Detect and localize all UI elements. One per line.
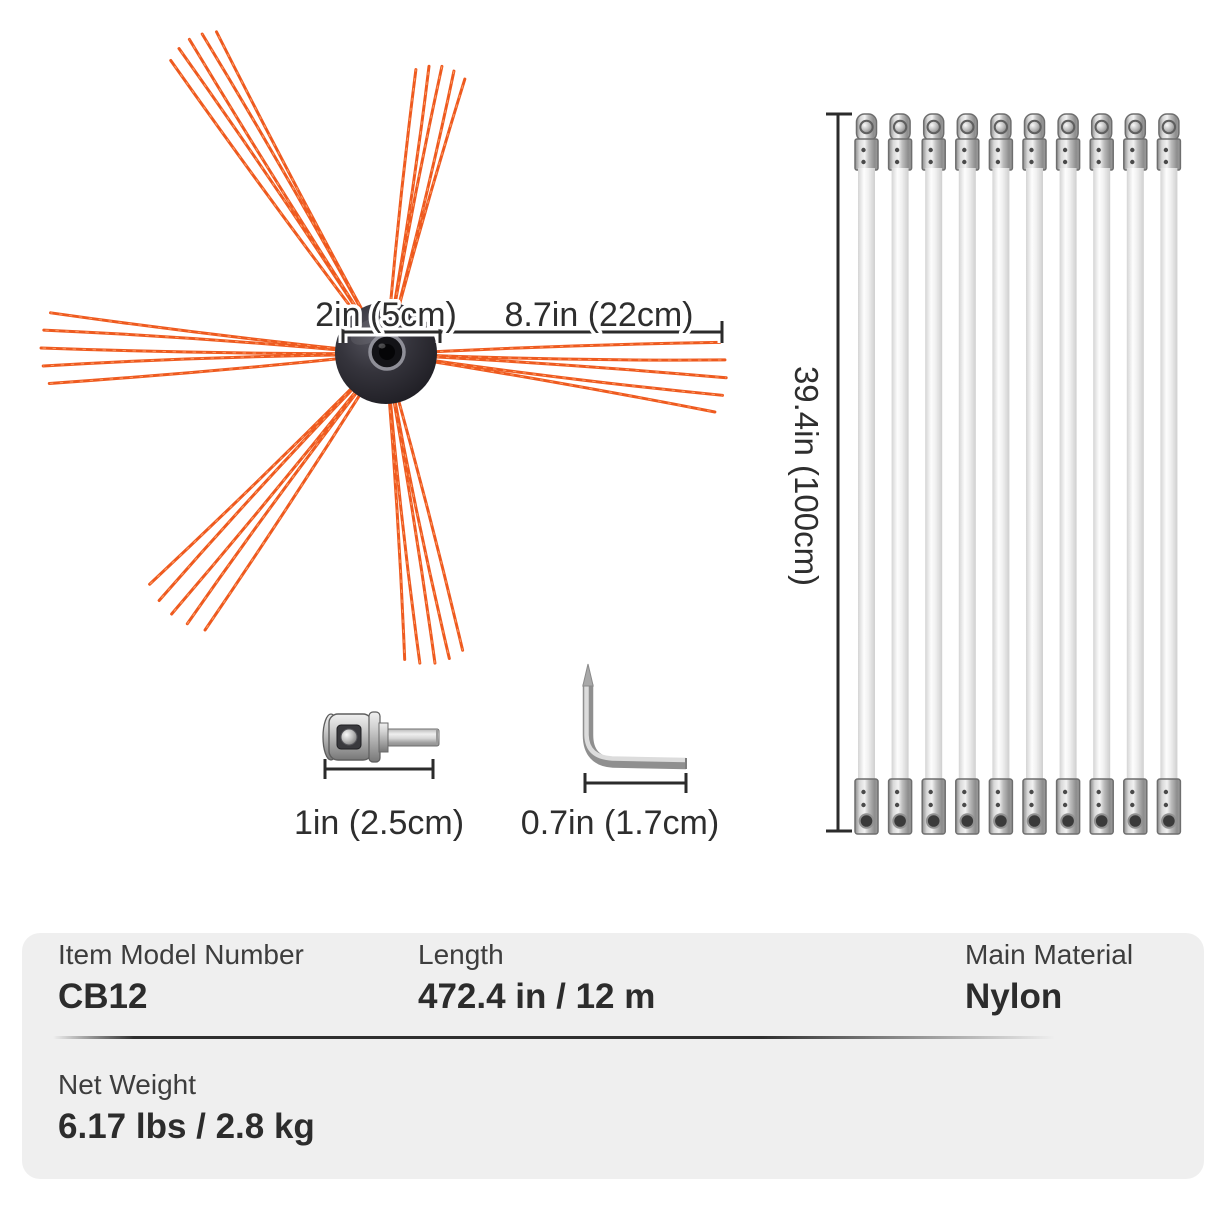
brush-reach-label: 8.7in (22cm) bbox=[505, 296, 694, 334]
spec-value: 472.4 in / 12 m bbox=[418, 977, 656, 1016]
hub-width-label: 2in (5cm) bbox=[315, 296, 457, 334]
diagram-canvas: 2in (5cm) 8.7in (22cm) 39.4in (100cm) 1i… bbox=[39, 30, 1182, 846]
extension-rod bbox=[887, 113, 913, 835]
spec-value: Nylon bbox=[965, 977, 1063, 1016]
spec-row-divider bbox=[53, 1036, 1065, 1039]
spec-label: Item Model Number bbox=[58, 939, 304, 970]
extension-rod bbox=[1089, 113, 1114, 835]
hex-key-length-dimension: 0.7in (1.7cm) bbox=[517, 773, 723, 846]
extension-rod bbox=[854, 113, 879, 835]
extension-rod bbox=[921, 113, 946, 835]
adapter-length-dimension: 1in (2.5cm) bbox=[290, 759, 468, 846]
hex-key bbox=[582, 663, 687, 770]
spec-net-weight: Net Weight 6.17 lbs / 2.8 kg bbox=[58, 1070, 315, 1146]
extension-rod bbox=[955, 113, 980, 835]
spec-table: Item Model Number CB12 Length 472.4 in /… bbox=[22, 933, 1204, 1179]
extension-rod bbox=[988, 113, 1014, 835]
hub-bore bbox=[379, 344, 395, 360]
spec-label: Length bbox=[418, 939, 504, 970]
brush-width-dimension: 2in (5cm) 8.7in (22cm) bbox=[312, 293, 727, 343]
adapter-ball-detent bbox=[340, 728, 358, 746]
rod-length-dimension: 39.4in (100cm) bbox=[788, 112, 852, 833]
hex-key-length-label: 0.7in (1.7cm) bbox=[521, 804, 719, 842]
extension-rod bbox=[1022, 113, 1047, 835]
drill-adapter bbox=[322, 711, 440, 763]
extension-rod bbox=[1123, 113, 1148, 835]
spec-value: CB12 bbox=[58, 977, 148, 1016]
spec-label: Main Material bbox=[965, 939, 1134, 970]
rod-length-label: 39.4in (100cm) bbox=[788, 366, 825, 586]
spec-item-model-number: Item Model Number CB12 bbox=[58, 940, 304, 1016]
extension-rod bbox=[1156, 113, 1182, 835]
extension-rod-set: 39.4in (100cm) bbox=[788, 112, 1182, 835]
hex-key-tip bbox=[582, 663, 594, 687]
extension-rod bbox=[1055, 113, 1081, 835]
spec-length: Length 472.4 in / 12 m bbox=[418, 940, 655, 1016]
spec-value: 6.17 lbs / 2.8 kg bbox=[58, 1107, 315, 1146]
chimney-brush-head bbox=[39, 30, 728, 665]
spec-main-material: Main Material Nylon bbox=[965, 940, 1133, 1016]
spec-label: Net Weight bbox=[58, 1069, 196, 1100]
adapter-length-label: 1in (2.5cm) bbox=[294, 804, 464, 842]
